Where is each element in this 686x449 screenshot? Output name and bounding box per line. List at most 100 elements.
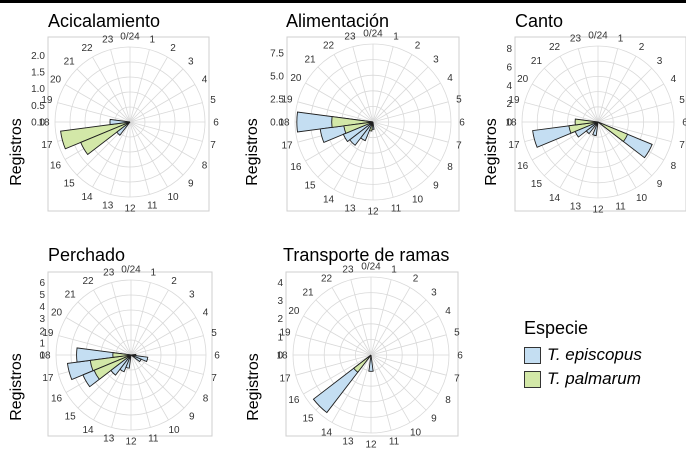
radial-tick-label: 0.0 xyxy=(270,118,284,129)
radial-tick-label: 6 xyxy=(39,278,45,289)
hour-label: 2 xyxy=(171,276,177,287)
grid-spoke xyxy=(93,289,132,356)
hour-label: 19 xyxy=(41,95,53,106)
hour-label: 16 xyxy=(288,395,300,406)
legend-label-episcopus: T. episcopus xyxy=(547,345,642,364)
grid-spoke xyxy=(372,66,429,123)
hour-label: 0/24 xyxy=(361,262,381,273)
legend-title: Especie xyxy=(524,318,589,338)
grid-spoke xyxy=(295,354,372,376)
hour-label: 7 xyxy=(679,140,685,151)
radial-tick-label: 6 xyxy=(506,63,512,74)
hour-label: 21 xyxy=(303,288,315,299)
hour-label: 10 xyxy=(412,195,424,206)
radial-tick-label: 5.0 xyxy=(270,72,284,83)
hour-label: 6 xyxy=(459,118,465,129)
bar-palmarum-hour-16 xyxy=(80,121,131,156)
hour-label: 21 xyxy=(305,55,317,66)
hour-label: 16 xyxy=(50,161,62,172)
y-axis-label: Registros xyxy=(245,353,262,421)
grid-spoke xyxy=(559,55,599,123)
hour-label: 17 xyxy=(41,140,53,151)
hour-label: 7 xyxy=(210,140,216,151)
hour-label: 14 xyxy=(321,428,333,439)
legend-item-palmarum: T. palmarum xyxy=(524,367,642,391)
hour-label: 20 xyxy=(51,308,63,319)
grid-spoke xyxy=(317,66,374,123)
hour-label: 14 xyxy=(549,193,561,204)
grid-spoke xyxy=(130,301,185,356)
grid-spoke xyxy=(577,48,599,123)
hour-label: 10 xyxy=(168,425,180,436)
hour-label: 7 xyxy=(211,373,217,384)
hour-label: 23 xyxy=(103,267,115,278)
hour-label: 22 xyxy=(323,40,335,51)
grid-spoke xyxy=(372,121,429,178)
hour-label: 13 xyxy=(342,436,354,447)
hour-label: 9 xyxy=(189,411,195,422)
hour-label: 17 xyxy=(508,140,520,151)
grid-spoke xyxy=(524,101,599,123)
chart-title-canto: Canto xyxy=(515,11,564,31)
hour-label: 17 xyxy=(281,141,293,152)
grid-spoke xyxy=(352,46,374,123)
grid-spoke xyxy=(370,354,427,411)
hour-label: 23 xyxy=(102,34,114,45)
grid-spoke xyxy=(372,101,449,123)
hour-label: 15 xyxy=(64,178,76,189)
radial-tick-label: 2 xyxy=(277,314,283,325)
grid-spoke xyxy=(129,84,196,123)
hour-label: 0/24 xyxy=(363,29,383,40)
hour-label: 18 xyxy=(39,351,51,362)
hour-label: 22 xyxy=(321,273,333,284)
grid-spoke xyxy=(372,54,413,123)
hour-label: 18 xyxy=(276,351,288,362)
hour-label: 1 xyxy=(150,267,156,278)
hour-label: 8 xyxy=(202,161,208,172)
hour-label: 15 xyxy=(305,180,317,191)
hour-label: 18 xyxy=(38,118,50,129)
hour-label: 2 xyxy=(415,40,421,51)
grid-spoke xyxy=(129,121,150,195)
hour-label: 11 xyxy=(148,434,159,445)
grid-spoke xyxy=(110,121,131,195)
hour-label: 6 xyxy=(214,351,220,362)
hour-label: 4 xyxy=(202,75,208,86)
hour-label: 18 xyxy=(278,118,290,129)
grid-spoke xyxy=(372,46,394,123)
grid-spoke xyxy=(372,121,449,143)
grid-spoke xyxy=(531,83,599,123)
grid-spoke xyxy=(331,354,372,423)
hour-label: 12 xyxy=(365,440,377,449)
hour-label: 12 xyxy=(124,204,136,215)
bar-palmarum-hour-17 xyxy=(343,121,374,134)
legend-swatch-palmarum xyxy=(524,370,541,388)
grid-spoke xyxy=(372,121,413,190)
hour-label: 12 xyxy=(125,437,137,448)
polar-chart-2: 0/24 123456789101112131415161718192021222… xyxy=(244,29,465,218)
bar-episcopus-hour-18 xyxy=(109,118,131,126)
hour-label: 17 xyxy=(42,373,54,384)
hour-label: 8 xyxy=(203,394,209,405)
hour-label: 18 xyxy=(505,118,517,129)
hour-label: 17 xyxy=(279,374,291,385)
radial-tick-label: 7.5 xyxy=(270,49,284,60)
bar-episcopus-hour-12 xyxy=(368,354,374,372)
grid-spoke xyxy=(559,121,599,189)
hour-label: 20 xyxy=(517,74,529,85)
hour-label: 15 xyxy=(65,411,77,422)
bar-episcopus-hour-16 xyxy=(574,121,599,138)
hour-label: 8 xyxy=(445,395,451,406)
polar-chart-4: 0/24 123456789101112131415161718192021222… xyxy=(8,265,220,448)
grid-spoke xyxy=(129,68,184,123)
bar-palmarum-hour-16 xyxy=(93,354,132,380)
bar-episcopus-hour-13 xyxy=(125,354,132,369)
hour-label: 9 xyxy=(188,178,194,189)
grid-spoke xyxy=(129,121,203,142)
hour-label: 3 xyxy=(433,55,439,66)
hour-label: 6 xyxy=(682,118,686,129)
hour-label: 2 xyxy=(170,43,176,54)
grid-spoke xyxy=(370,354,447,376)
radial-tick-label: 5 xyxy=(39,290,45,301)
hour-label: 9 xyxy=(657,179,663,190)
